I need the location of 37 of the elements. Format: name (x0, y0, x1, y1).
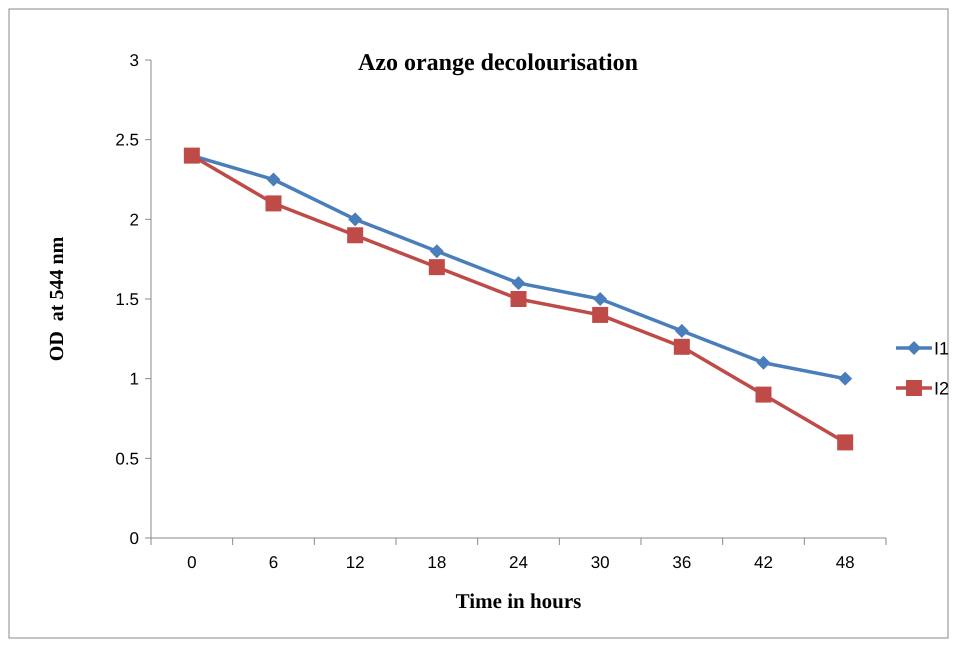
legend-label: I2 (934, 378, 950, 398)
point (756, 386, 772, 403)
chart-title: Azo orange decolourisation (358, 50, 638, 76)
y-tick-label: 3 (130, 50, 139, 70)
point (838, 372, 852, 386)
x-axis-title: Time in hours (456, 589, 582, 613)
point (430, 244, 444, 258)
y-tick-label: 0 (130, 528, 139, 548)
point (510, 291, 526, 307)
x-tick-label: 30 (590, 553, 610, 572)
point (428, 259, 445, 276)
y-tick-label: 1.5 (115, 290, 139, 309)
point (674, 324, 689, 338)
point (756, 356, 770, 370)
point (674, 338, 690, 355)
point (592, 306, 608, 323)
x-tick-label: 18 (427, 553, 446, 572)
point (347, 227, 364, 244)
point (348, 212, 362, 226)
x-tick-label: 36 (672, 553, 692, 572)
x-tick-label: 48 (836, 553, 855, 572)
y-tick-label: 1 (130, 370, 139, 389)
x-tick-label: 42 (754, 553, 773, 572)
point (266, 172, 280, 186)
point (593, 292, 608, 306)
x-tick-label: 0 (187, 553, 197, 572)
x-tick-label: 24 (509, 553, 528, 572)
x-tick-label: 12 (346, 553, 365, 572)
legend-label: I1 (934, 338, 950, 358)
y-tick-label: 2 (130, 210, 139, 230)
point (512, 276, 526, 290)
point (837, 434, 854, 450)
y-tick-label: 2.5 (115, 130, 139, 150)
y-axis-title: OD at 544 nm (46, 236, 68, 362)
x-tick-label: 6 (268, 553, 278, 572)
point (266, 195, 282, 212)
y-tick-label: 0.5 (115, 449, 139, 468)
